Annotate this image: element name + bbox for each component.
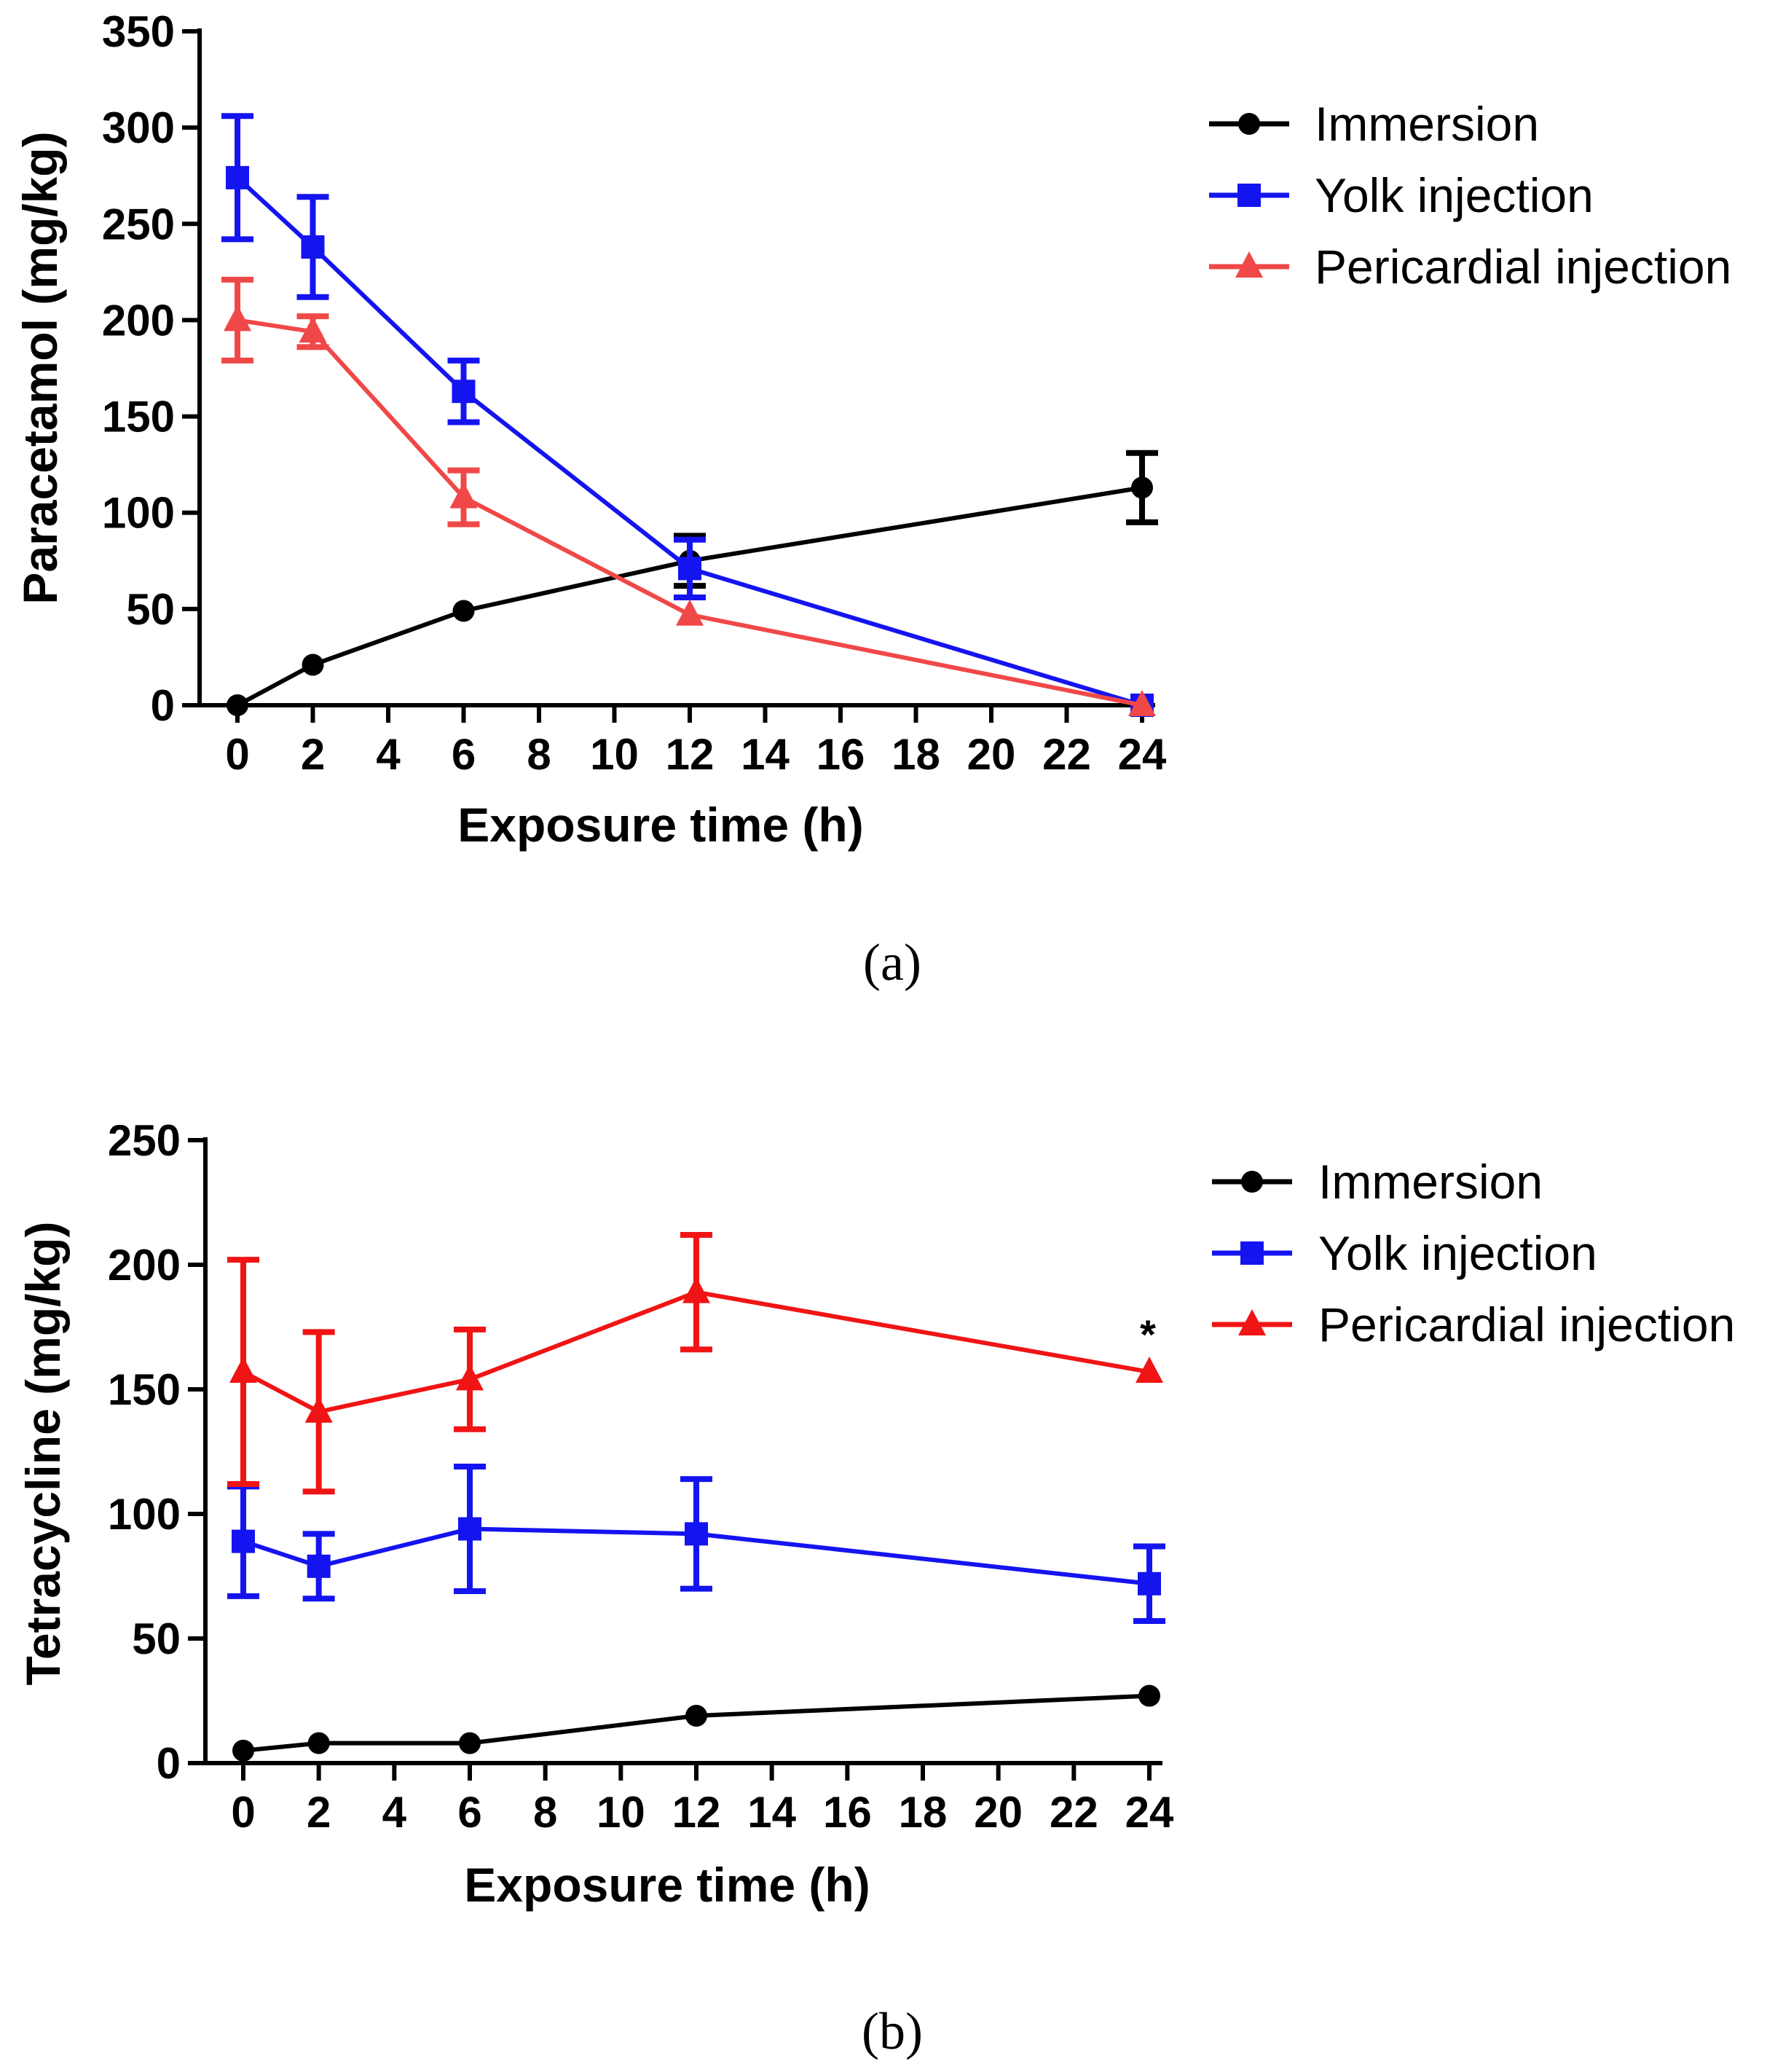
legend-marker — [1241, 1171, 1263, 1193]
x-tick-label: 8 — [533, 1788, 557, 1837]
data-point — [1131, 476, 1153, 499]
x-tick-label: 0 — [225, 730, 249, 779]
y-tick-label: 0 — [157, 1739, 181, 1788]
x-axis-title: Exposure time (h) — [457, 798, 863, 852]
y-tick-label: 150 — [108, 1365, 181, 1414]
series-yolk-injection — [227, 1464, 1165, 1625]
x-tick-label: 22 — [1050, 1788, 1098, 1837]
legend-marker — [1235, 251, 1263, 278]
y-tick-label: 50 — [126, 585, 175, 634]
legend-marker — [1240, 1241, 1264, 1265]
x-tick-label: 18 — [899, 1788, 948, 1837]
data-point — [301, 235, 325, 259]
x-tick-label: 12 — [666, 730, 715, 779]
y-tick-label: 200 — [108, 1241, 181, 1290]
x-tick-label: 20 — [974, 1788, 1023, 1837]
legend-marker — [1238, 113, 1260, 135]
data-point — [1138, 1571, 1161, 1596]
y-tick-label: 200 — [102, 296, 175, 345]
y-tick-label: 250 — [102, 200, 175, 248]
panel-label: (a) — [863, 933, 921, 992]
y-axis-title: Tetracycline (mg/kg) — [16, 1222, 70, 1686]
data-point — [299, 316, 327, 343]
legend-label: Yolk injection — [1318, 1226, 1597, 1280]
legend-marker — [1238, 1309, 1266, 1335]
series-yolk-injection — [221, 113, 1154, 717]
data-point — [678, 557, 701, 581]
data-point — [1138, 1684, 1160, 1707]
y-tick-label: 50 — [132, 1614, 181, 1663]
data-point — [676, 599, 704, 626]
series-immersion — [232, 1684, 1160, 1762]
data-point — [456, 1364, 484, 1391]
data-point — [452, 380, 476, 404]
y-tick-label: 300 — [102, 103, 175, 152]
x-tick-label: 8 — [527, 730, 551, 779]
x-tick-label: 12 — [672, 1788, 721, 1837]
data-point — [224, 305, 251, 331]
y-tick-label: 150 — [102, 393, 175, 442]
legend-label: Pericardial injection — [1315, 240, 1731, 294]
legend-label: Immersion — [1315, 97, 1539, 151]
legend-label: Yolk injection — [1315, 168, 1594, 222]
x-tick-label: 4 — [376, 730, 401, 779]
data-point — [452, 600, 475, 622]
x-tick-label: 6 — [452, 730, 476, 779]
data-point — [682, 1276, 710, 1303]
legend-marker — [1237, 184, 1261, 207]
data-point — [304, 1396, 333, 1423]
panel-label: (b) — [862, 2002, 923, 2060]
x-tick-label: 2 — [307, 1788, 331, 1837]
y-axis-title: Paracetamol (mg/kg) — [13, 131, 67, 604]
x-tick-label: 14 — [747, 1788, 796, 1837]
data-point — [232, 1739, 254, 1762]
y-tick-label: 100 — [102, 489, 175, 538]
data-point — [685, 1705, 707, 1727]
x-tick-label: 20 — [967, 730, 1016, 779]
data-point — [459, 1732, 481, 1754]
data-point — [307, 1732, 330, 1754]
legend-label: Pericardial injection — [1318, 1298, 1735, 1351]
x-tick-label: 18 — [892, 730, 940, 779]
x-tick-label: 10 — [597, 1788, 645, 1837]
data-point — [226, 165, 249, 189]
x-tick-label: 2 — [301, 730, 325, 779]
x-tick-label: 14 — [741, 730, 790, 779]
significance-asterisk: * — [1140, 1311, 1156, 1357]
x-tick-label: 16 — [816, 730, 865, 779]
x-tick-label: 10 — [590, 730, 639, 779]
data-point — [449, 482, 478, 509]
x-tick-label: 22 — [1042, 730, 1091, 779]
legend-label: Immersion — [1318, 1155, 1543, 1209]
y-tick-label: 350 — [102, 7, 175, 56]
data-point — [685, 1522, 708, 1546]
x-tick-label: 6 — [457, 1788, 481, 1837]
y-tick-label: 0 — [151, 681, 175, 730]
series-line — [237, 318, 1143, 707]
data-point — [307, 1554, 331, 1578]
data-point — [227, 694, 248, 716]
x-tick-label: 16 — [823, 1788, 872, 1837]
x-tick-label: 24 — [1125, 1788, 1174, 1837]
y-tick-label: 250 — [108, 1116, 181, 1165]
y-tick-label: 100 — [108, 1490, 181, 1539]
data-point — [1136, 1357, 1163, 1384]
data-point — [1128, 690, 1156, 716]
series-line — [235, 176, 1143, 707]
x-tick-label: 24 — [1118, 730, 1167, 779]
series-pericardial-injection — [221, 276, 1156, 716]
data-point — [229, 1357, 257, 1384]
data-point — [458, 1517, 481, 1541]
series-pericardial-injection — [227, 1231, 1163, 1495]
data-point — [232, 1529, 255, 1553]
data-point — [302, 654, 324, 676]
x-tick-label: 0 — [231, 1788, 255, 1837]
x-axis-title: Exposure time (h) — [464, 1858, 870, 1912]
x-tick-label: 4 — [382, 1788, 407, 1837]
